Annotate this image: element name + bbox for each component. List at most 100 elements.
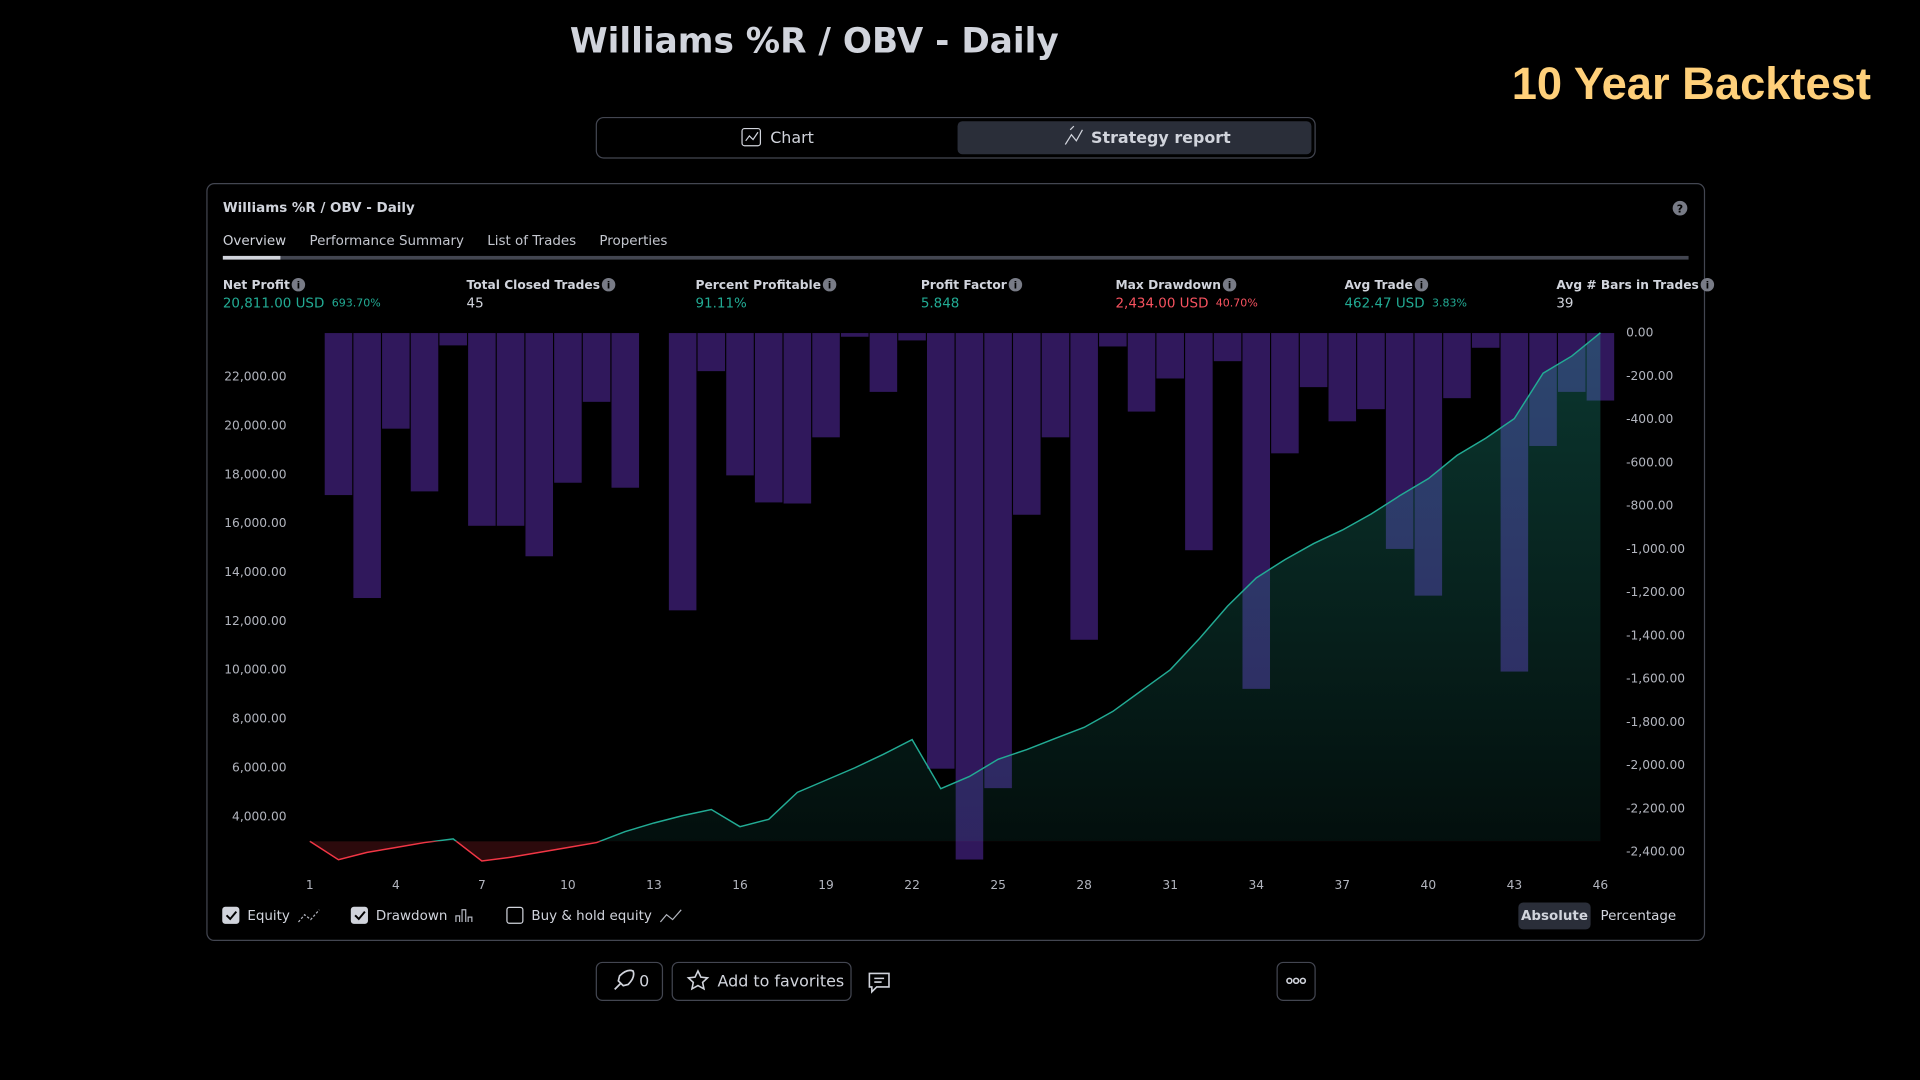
chart-icon-line [745, 131, 759, 142]
drawdown-bar [525, 333, 554, 557]
info-glyph: i [1014, 280, 1017, 291]
equity-area [309, 332, 1601, 842]
drawdown-bar [697, 333, 726, 372]
star-icon [686, 969, 710, 991]
info-icon[interactable] [601, 277, 616, 292]
drawdown-bar [1127, 333, 1156, 412]
panel-tab[interactable]: Properties [599, 234, 667, 249]
info-glyph: i [1228, 280, 1231, 291]
x-tick-label: 43 [1507, 878, 1523, 892]
info-icon[interactable] [822, 277, 837, 292]
info-glyph: i [297, 280, 300, 291]
drawdown-bar [783, 333, 812, 504]
checkbox[interactable] [506, 906, 524, 924]
metric-label: Avg Trade [1344, 278, 1412, 292]
metric-extra: 693.70% [332, 297, 381, 310]
view-tab[interactable]: Chart [770, 128, 814, 147]
metric-label: Total Closed Trades [467, 278, 600, 292]
help-icon[interactable] [1672, 200, 1688, 216]
help-glyph: ? [1677, 202, 1683, 215]
x-tick-label: 22 [904, 878, 920, 892]
drawdown-bar [1013, 333, 1041, 515]
x-tick-label: 46 [1593, 878, 1609, 892]
drawdown-bar [611, 333, 640, 488]
toggle-icon [297, 909, 320, 923]
info-icon[interactable] [1222, 277, 1237, 292]
toggle-label[interactable]: Buy & hold equity [531, 909, 651, 924]
panel-tab[interactable]: List of Trades [487, 234, 576, 249]
x-tick-label: 10 [560, 878, 576, 892]
y-tick-label: 12,000.00 [224, 614, 286, 628]
page-title: Williams %R / OBV - Daily [570, 21, 1059, 61]
equity-loss-line [309, 841, 603, 862]
metric-value: 39 [1556, 297, 1573, 312]
checkbox[interactable] [350, 906, 368, 924]
y2-tick-label: -2,200.00 [1626, 801, 1685, 815]
drawdown-bar [812, 333, 840, 438]
info-icon[interactable] [1700, 277, 1715, 292]
metric-label: Max Drawdown [1116, 278, 1222, 292]
info-icon[interactable] [291, 277, 306, 292]
metric-value: 462.47 USD [1344, 297, 1424, 312]
y-tick-label: 10,000.00 [224, 663, 286, 677]
drawdown-bar [754, 333, 783, 503]
rocket-icon [614, 969, 635, 990]
drawdown-bar [1041, 333, 1070, 438]
drawdown-bar [1099, 333, 1127, 347]
check-mark [225, 911, 238, 921]
toggle-label[interactable]: Equity [247, 909, 290, 924]
metric-value: 91.11% [696, 297, 748, 312]
active-view[interactable] [957, 121, 1312, 155]
mode-button[interactable]: Absolute [1521, 909, 1588, 924]
metric-label: Net Profit [223, 278, 290, 292]
favorites-label: Add to favorites [718, 972, 845, 991]
view-tab[interactable]: Strategy report [1091, 128, 1231, 147]
y2-tick-label: -600.00 [1626, 455, 1673, 469]
x-tick-label: 37 [1334, 878, 1350, 892]
y2-tick-label: 0.00 [1626, 326, 1653, 340]
badge: 10 Year Backtest [1512, 58, 1871, 109]
info-icon[interactable] [1414, 277, 1429, 292]
panel-title: Williams %R / OBV - Daily [223, 201, 415, 216]
drawdown-bar [898, 333, 926, 341]
toggle-label[interactable]: Drawdown [376, 909, 447, 924]
drawdown-bar [382, 333, 410, 429]
checkbox[interactable] [222, 906, 240, 924]
favorites-button[interactable] [671, 961, 852, 1002]
drawdown-bar [496, 333, 525, 526]
drawdown-bar [410, 333, 439, 492]
y2-tick-label: -400.00 [1626, 412, 1673, 426]
drawdown-bar [869, 333, 898, 392]
drawdown-bar [1328, 333, 1357, 422]
toggle-icon [659, 909, 682, 923]
more-icon [1286, 977, 1307, 985]
check-mark [354, 911, 366, 921]
drawdown-bar [1443, 333, 1471, 399]
metric-value: 20,811.00 USD [223, 297, 325, 312]
equity-line [309, 332, 1601, 842]
y-tick-label: 18,000.00 [224, 467, 286, 481]
boost-button[interactable] [595, 961, 664, 1002]
drawdown-bar [1271, 333, 1299, 454]
mode-active[interactable] [1518, 902, 1591, 930]
comment-icon[interactable] [868, 972, 890, 994]
metric-label: Profit Factor [921, 278, 1007, 292]
info-icon[interactable] [1008, 277, 1023, 292]
drawdown-bar [726, 333, 754, 476]
y-tick-label: 6,000.00 [232, 760, 286, 774]
drawdown-bar [668, 333, 697, 611]
y2-tick-label: -2,400.00 [1626, 845, 1685, 859]
x-tick-label: 13 [646, 878, 662, 892]
panel-tab[interactable]: Performance Summary [309, 234, 464, 249]
drawdown-bar [468, 333, 496, 526]
panel-tab[interactable]: Overview [223, 234, 286, 249]
info-glyph: i [1706, 280, 1709, 291]
metric-label: Percent Profitable [696, 278, 822, 292]
y2-tick-label: -1,600.00 [1626, 672, 1685, 686]
x-tick-label: 4 [392, 878, 400, 892]
mode-button[interactable]: Percentage [1601, 909, 1677, 924]
metric-value: 45 [467, 297, 484, 312]
y-tick-label: 20,000.00 [224, 418, 286, 432]
more-button[interactable] [1276, 961, 1316, 1002]
